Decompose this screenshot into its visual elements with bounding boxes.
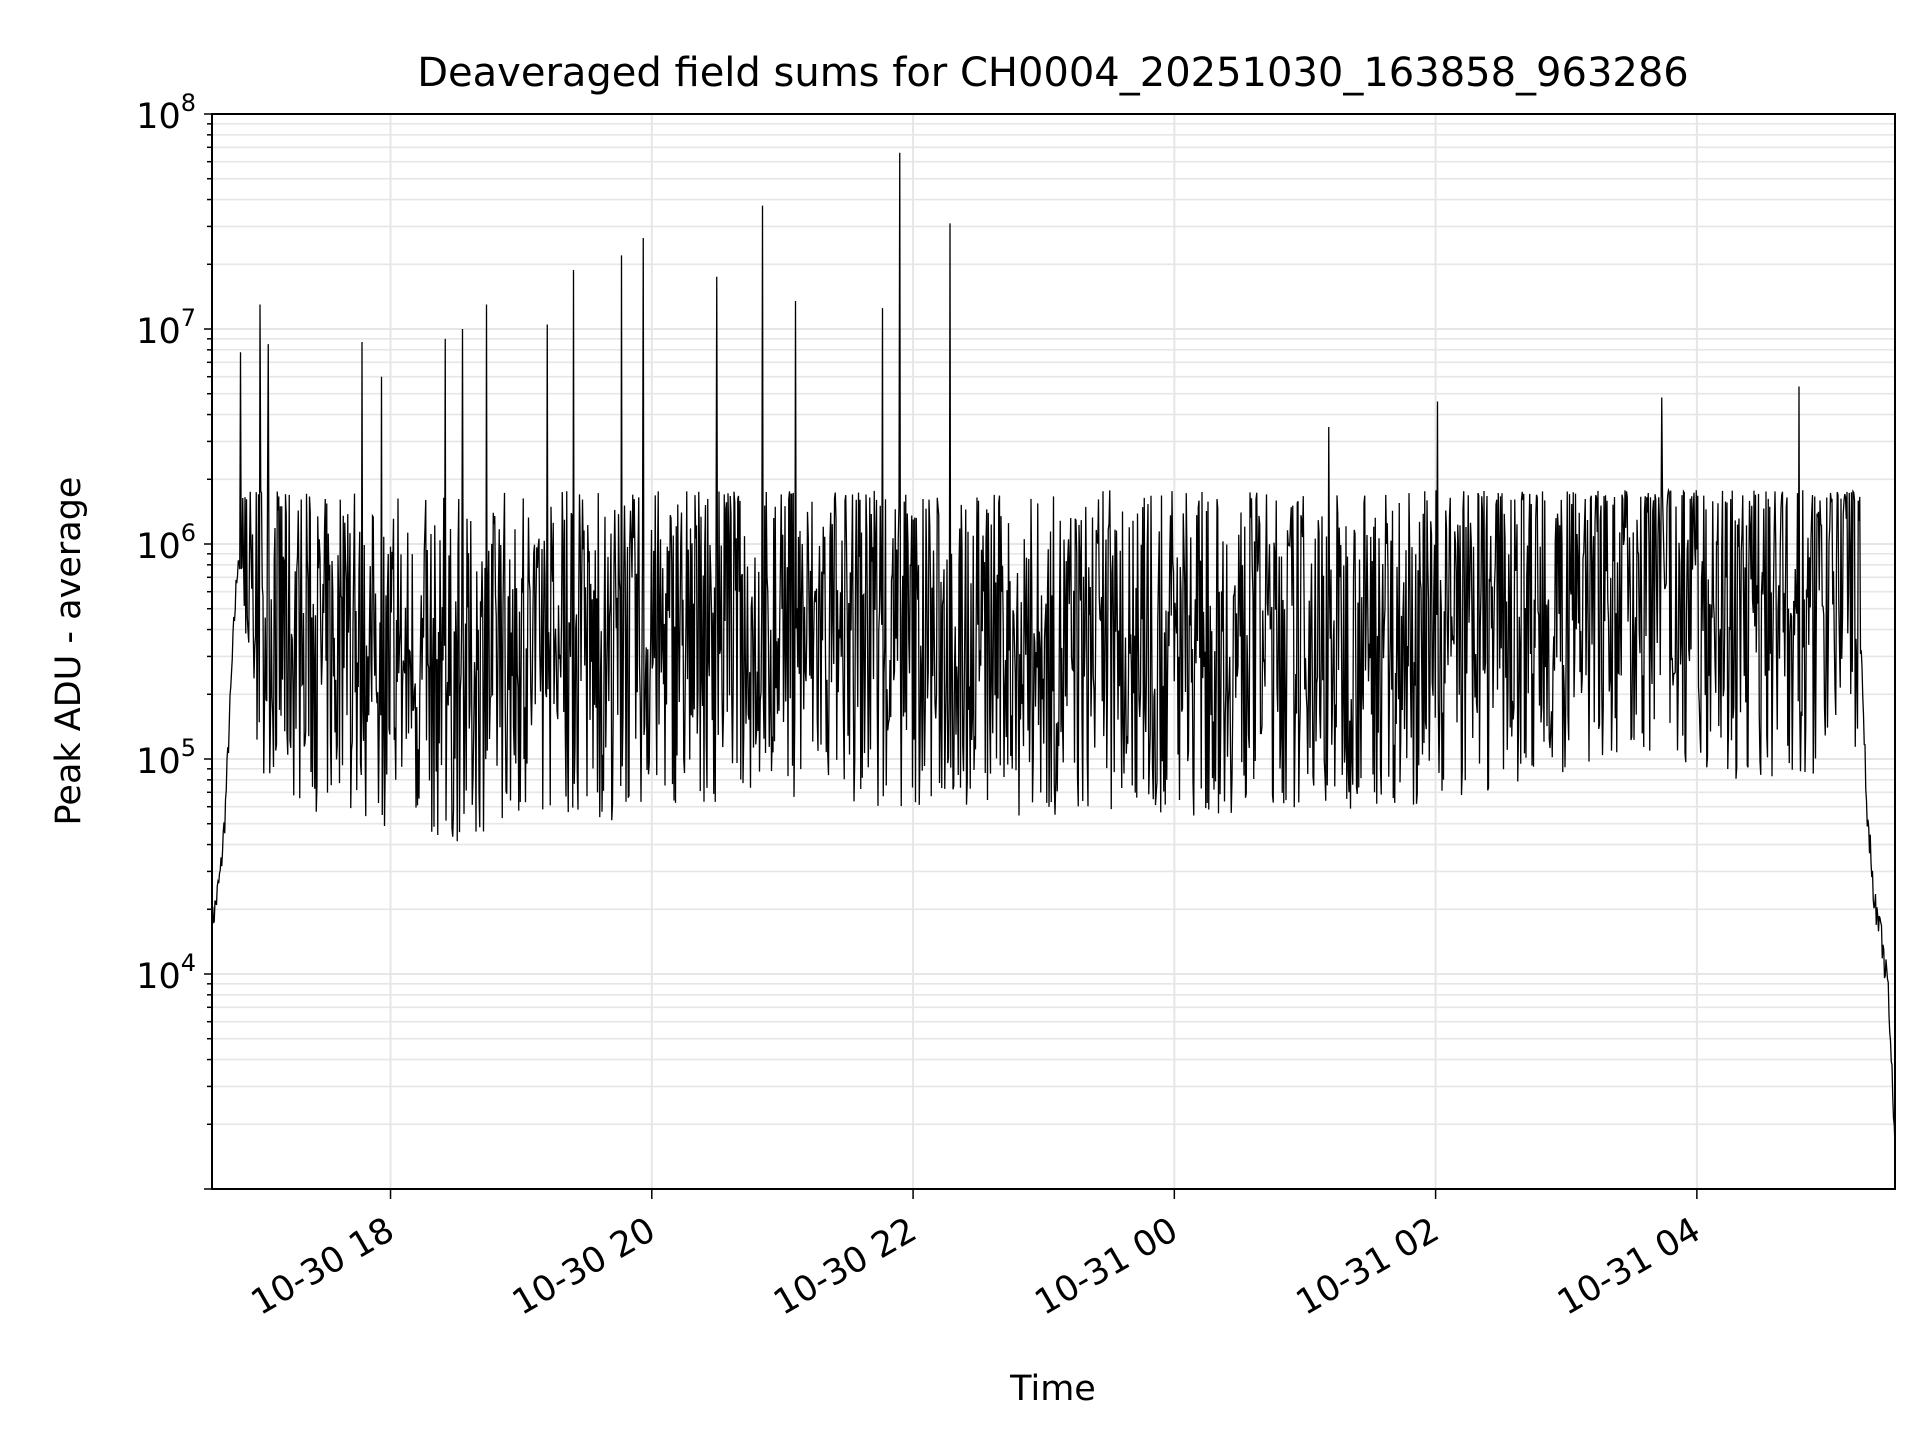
y-tick-exponent: 6 — [181, 519, 196, 547]
y-tick-base: 10 — [136, 312, 181, 352]
y-tick-exponent: 8 — [181, 89, 196, 117]
y-tick-base: 10 — [136, 957, 181, 997]
y-tick-base: 10 — [136, 742, 181, 782]
plot-frame — [211, 113, 1896, 1190]
y-tick-label: 105 — [136, 734, 196, 782]
y-tick-label: 106 — [136, 519, 196, 567]
y-tick-label: 107 — [136, 304, 196, 352]
y-tick-base: 10 — [136, 527, 181, 567]
x-axis-label: Time — [1009, 1369, 1096, 1409]
y-tick-label: 104 — [136, 949, 196, 997]
y-tick-exponent: 5 — [181, 734, 196, 762]
y-tick-label: 108 — [136, 89, 196, 137]
data-line-series — [211, 152, 1896, 1148]
y-tick-exponent: 7 — [181, 304, 196, 332]
y-tick-exponent: 4 — [181, 949, 196, 977]
y-axis-label: Peak ADU - average — [49, 477, 89, 826]
data-line-layer — [211, 152, 1896, 1148]
y-tick-base: 10 — [136, 97, 181, 137]
chart-title: Deaveraged field sums for CH0004_2025103… — [417, 50, 1689, 96]
